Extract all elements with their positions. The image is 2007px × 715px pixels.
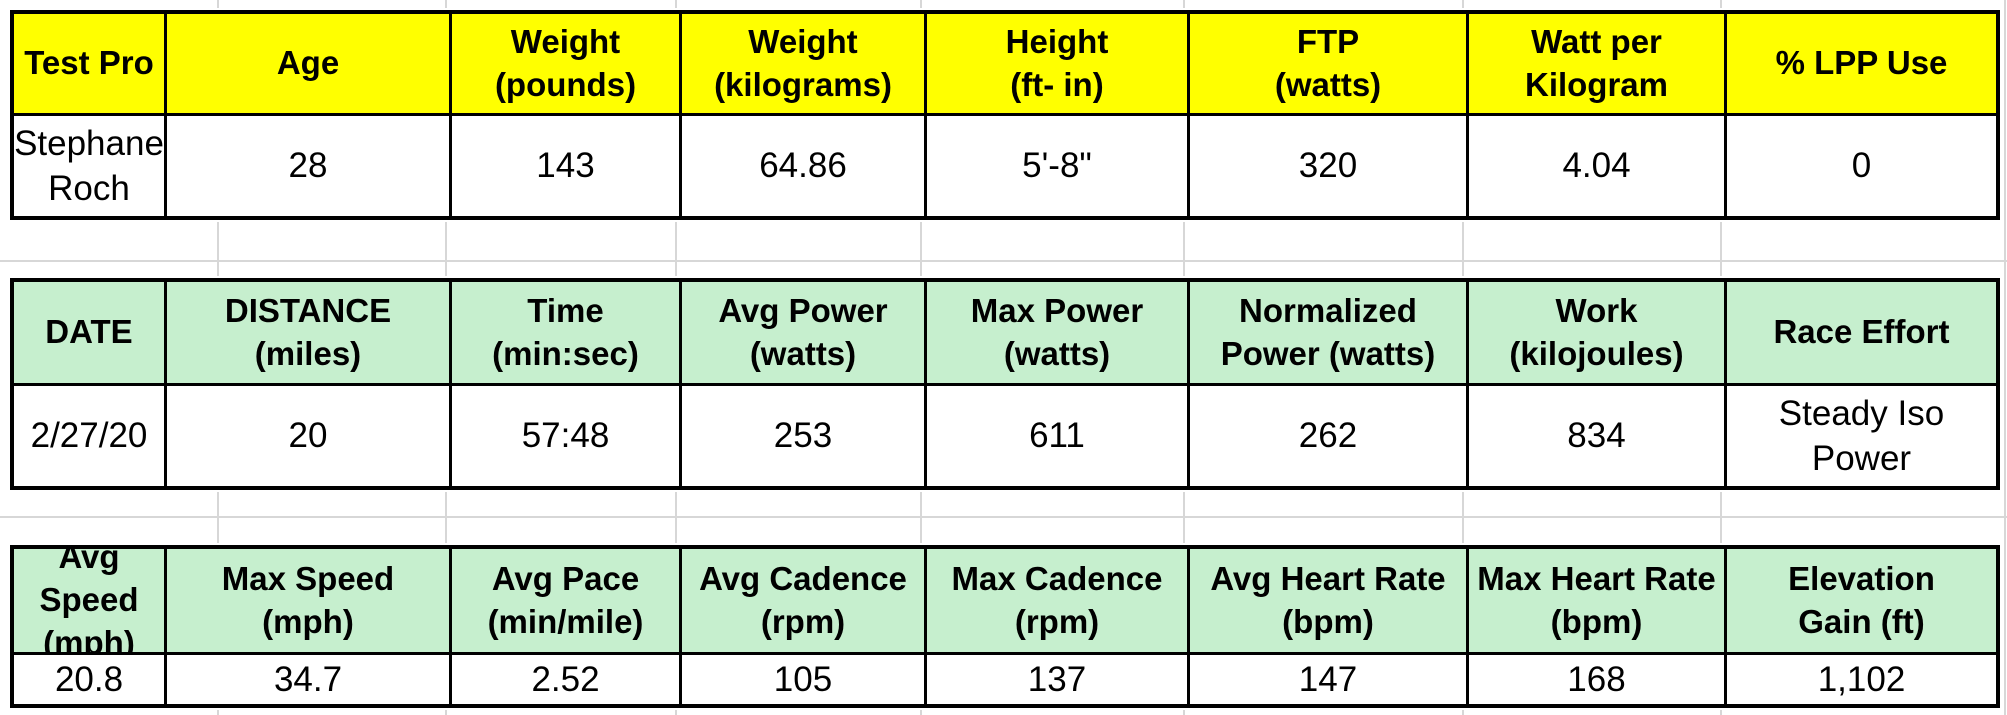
header-normalized-power[interactable]: Normalized Power (watts): [1187, 282, 1466, 383]
sheet-gridline: [920, 222, 922, 276]
sheet-gridline: [675, 0, 677, 8]
sheet-gridline: [1462, 222, 1464, 276]
ride-summary-table: DATE DISTANCE (miles) Time (min:sec) Avg…: [10, 278, 2000, 490]
value-max-speed[interactable]: 34.7: [164, 652, 449, 704]
sheet-gridline: [1183, 710, 1185, 715]
header-distance[interactable]: DISTANCE (miles): [164, 282, 449, 383]
sheet-gridline: [920, 0, 922, 8]
sheet-gridline: [1183, 0, 1185, 8]
sheet-gridline: [1720, 710, 1722, 715]
value-date[interactable]: 2/27/20: [14, 383, 164, 486]
sheet-gridline: [920, 710, 922, 715]
sheet-gridline: [675, 492, 677, 543]
value-distance[interactable]: 20: [164, 383, 449, 486]
sheet-gridline: [1720, 222, 1722, 276]
header-avg-heart-rate[interactable]: Avg Heart Rate (bpm): [1187, 549, 1466, 652]
athlete-profile-table: Test Pro Age Weight (pounds) Weight (kil…: [10, 10, 2000, 220]
header-avg-cadence[interactable]: Avg Cadence (rpm): [679, 549, 924, 652]
sheet-gridline: [445, 222, 447, 276]
header-elevation-gain[interactable]: Elevation Gain (ft): [1724, 549, 1996, 652]
sheet-gridline: [1183, 222, 1185, 276]
sheet-gridline: [217, 222, 219, 276]
header-height[interactable]: Height (ft- in): [924, 14, 1187, 113]
sheet-gridline: [0, 260, 2007, 262]
header-avg-power[interactable]: Avg Power (watts): [679, 282, 924, 383]
value-height[interactable]: 5'-8": [924, 113, 1187, 216]
sheet-gridline: [1720, 492, 1722, 543]
value-avg-power[interactable]: 253: [679, 383, 924, 486]
sheet-gridline: [2004, 0, 2006, 715]
sheet-gridline: [1462, 492, 1464, 543]
header-avg-speed[interactable]: Avg Speed (mph): [14, 538, 164, 661]
sheet-gridline: [920, 492, 922, 543]
header-max-heart-rate[interactable]: Max Heart Rate (bpm): [1466, 549, 1724, 652]
value-ftp[interactable]: 320: [1187, 113, 1466, 216]
value-athlete-name[interactable]: Stephane Roch: [14, 113, 164, 216]
header-max-speed[interactable]: Max Speed (mph): [164, 549, 449, 652]
header-test-pro[interactable]: Test Pro: [14, 14, 164, 113]
header-time[interactable]: Time (min:sec): [449, 282, 679, 383]
sheet-gridline: [217, 710, 219, 715]
sheet-gridline: [445, 710, 447, 715]
header-max-cadence[interactable]: Max Cadence (rpm): [924, 549, 1187, 652]
value-watt-per-kilogram[interactable]: 4.04: [1466, 113, 1724, 216]
header-ftp[interactable]: FTP (watts): [1187, 14, 1466, 113]
value-avg-pace[interactable]: 2.52: [449, 652, 679, 704]
ride-metrics-table: Avg Speed (mph) Max Speed (mph) Avg Pace…: [10, 538, 2000, 708]
header-work[interactable]: Work (kilojoules): [1466, 282, 1724, 383]
sheet-gridline: [0, 516, 2007, 518]
sheet-gridline: [1183, 492, 1185, 543]
sheet-gridline: [217, 0, 219, 8]
value-max-power[interactable]: 611: [924, 383, 1187, 486]
sheet-gridline: [445, 492, 447, 543]
sheet-gridline: [217, 492, 219, 543]
sheet-gridline: [675, 222, 677, 276]
value-work[interactable]: 834: [1466, 383, 1724, 486]
sheet-gridline: [1462, 710, 1464, 715]
value-avg-speed[interactable]: 20.8: [14, 652, 164, 704]
header-date[interactable]: DATE: [14, 282, 164, 383]
header-avg-pace[interactable]: Avg Pace (min/mile): [449, 549, 679, 652]
value-time[interactable]: 57:48: [449, 383, 679, 486]
sheet-gridline: [675, 710, 677, 715]
sheet-gridline: [445, 0, 447, 8]
value-weight-pounds[interactable]: 143: [449, 113, 679, 216]
value-avg-heart-rate[interactable]: 147: [1187, 652, 1466, 704]
header-weight-pounds[interactable]: Weight (pounds): [449, 14, 679, 113]
header-watt-per-kilogram[interactable]: Watt per Kilogram: [1466, 14, 1724, 113]
header-max-power[interactable]: Max Power (watts): [924, 282, 1187, 383]
value-weight-kilograms[interactable]: 64.86: [679, 113, 924, 216]
header-age[interactable]: Age: [164, 14, 449, 113]
header-weight-kilograms[interactable]: Weight (kilograms): [679, 14, 924, 113]
value-avg-cadence[interactable]: 105: [679, 652, 924, 704]
value-max-heart-rate[interactable]: 168: [1466, 652, 1724, 704]
value-race-effort[interactable]: Steady Iso Power: [1724, 383, 1996, 486]
header-race-effort[interactable]: Race Effort: [1724, 282, 1996, 383]
value-age[interactable]: 28: [164, 113, 449, 216]
value-max-cadence[interactable]: 137: [924, 652, 1187, 704]
value-normalized-power[interactable]: 262: [1187, 383, 1466, 486]
value-elevation-gain[interactable]: 1,102: [1724, 652, 1996, 704]
header-lpp-use[interactable]: % LPP Use: [1724, 14, 1996, 113]
value-lpp-use[interactable]: 0: [1724, 113, 1996, 216]
sheet-gridline: [1720, 0, 1722, 8]
sheet-gridline: [1462, 0, 1464, 8]
